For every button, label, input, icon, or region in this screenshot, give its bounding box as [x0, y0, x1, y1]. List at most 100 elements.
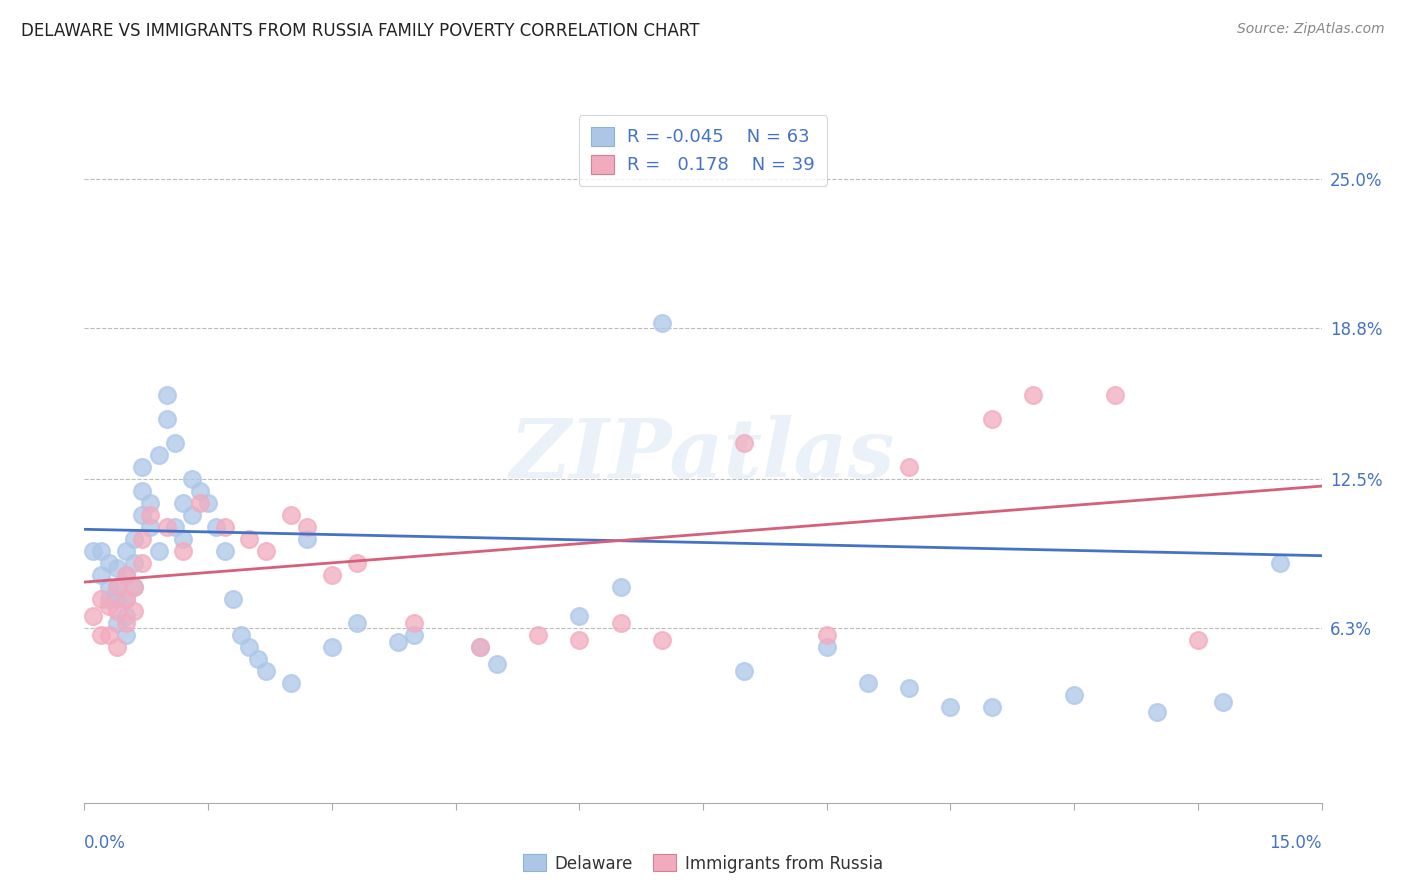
Point: [114, 567, 136, 582]
Point: [1146, 705, 1168, 719]
Point: [733, 436, 755, 450]
Point: [82, 544, 104, 558]
Point: [205, 520, 228, 534]
Point: [346, 556, 368, 570]
Point: [105, 591, 128, 606]
Point: [98, 599, 121, 613]
Point: [733, 664, 755, 678]
Point: [105, 580, 128, 594]
Point: [105, 560, 128, 574]
Point: [254, 544, 277, 558]
Point: [651, 316, 673, 330]
Point: [1022, 388, 1045, 402]
Point: [238, 640, 260, 654]
Point: [114, 615, 136, 630]
Point: [470, 640, 492, 654]
Point: [280, 676, 302, 690]
Legend: R = -0.045    N = 63, R =   0.178    N = 39: R = -0.045 N = 63, R = 0.178 N = 39: [579, 115, 827, 186]
Point: [214, 544, 236, 558]
Point: [122, 580, 145, 594]
Point: [165, 520, 187, 534]
Point: [568, 632, 591, 647]
Text: Source: ZipAtlas.com: Source: ZipAtlas.com: [1237, 22, 1385, 37]
Point: [90, 567, 112, 582]
Point: [139, 496, 162, 510]
Point: [346, 615, 368, 630]
Point: [114, 567, 136, 582]
Point: [1270, 556, 1292, 570]
Point: [214, 520, 236, 534]
Point: [1212, 695, 1234, 709]
Legend: Delaware, Immigrants from Russia: Delaware, Immigrants from Russia: [516, 847, 890, 880]
Point: [229, 628, 252, 642]
Point: [131, 483, 153, 498]
Point: [1187, 632, 1209, 647]
Point: [98, 580, 121, 594]
Point: [156, 520, 179, 534]
Point: [980, 412, 1002, 426]
Point: [114, 591, 136, 606]
Point: [222, 591, 245, 606]
Point: [485, 657, 508, 671]
Point: [321, 640, 343, 654]
Point: [238, 532, 260, 546]
Point: [321, 567, 343, 582]
Point: [131, 532, 153, 546]
Point: [105, 640, 128, 654]
Point: [172, 496, 194, 510]
Point: [404, 615, 426, 630]
Point: [188, 483, 211, 498]
Point: [254, 664, 277, 678]
Point: [295, 532, 318, 546]
Point: [156, 412, 179, 426]
Point: [1104, 388, 1126, 402]
Point: [188, 496, 211, 510]
Text: 0.0%: 0.0%: [84, 834, 127, 852]
Point: [114, 544, 136, 558]
Point: [856, 676, 879, 690]
Point: [105, 615, 128, 630]
Point: [898, 459, 921, 474]
Point: [156, 388, 179, 402]
Point: [122, 556, 145, 570]
Point: [172, 544, 194, 558]
Point: [180, 508, 202, 522]
Point: [280, 508, 302, 522]
Point: [197, 496, 219, 510]
Point: [527, 628, 550, 642]
Point: [939, 699, 962, 714]
Point: [148, 544, 170, 558]
Point: [246, 652, 269, 666]
Point: [139, 520, 162, 534]
Point: [815, 640, 838, 654]
Point: [609, 580, 631, 594]
Point: [114, 608, 136, 623]
Point: [1063, 688, 1085, 702]
Text: 15.0%: 15.0%: [1270, 834, 1322, 852]
Point: [105, 604, 128, 618]
Point: [470, 640, 492, 654]
Point: [172, 532, 194, 546]
Point: [105, 580, 128, 594]
Point: [404, 628, 426, 642]
Point: [568, 608, 591, 623]
Point: [98, 628, 121, 642]
Point: [114, 591, 136, 606]
Point: [387, 635, 409, 649]
Point: [165, 436, 187, 450]
Point: [609, 615, 631, 630]
Text: ZIPatlas: ZIPatlas: [510, 415, 896, 495]
Point: [980, 699, 1002, 714]
Point: [122, 580, 145, 594]
Point: [122, 604, 145, 618]
Point: [651, 632, 673, 647]
Point: [139, 508, 162, 522]
Point: [98, 591, 121, 606]
Point: [131, 459, 153, 474]
Point: [180, 472, 202, 486]
Point: [131, 556, 153, 570]
Text: DELAWARE VS IMMIGRANTS FROM RUSSIA FAMILY POVERTY CORRELATION CHART: DELAWARE VS IMMIGRANTS FROM RUSSIA FAMIL…: [21, 22, 700, 40]
Point: [98, 556, 121, 570]
Point: [131, 508, 153, 522]
Point: [114, 628, 136, 642]
